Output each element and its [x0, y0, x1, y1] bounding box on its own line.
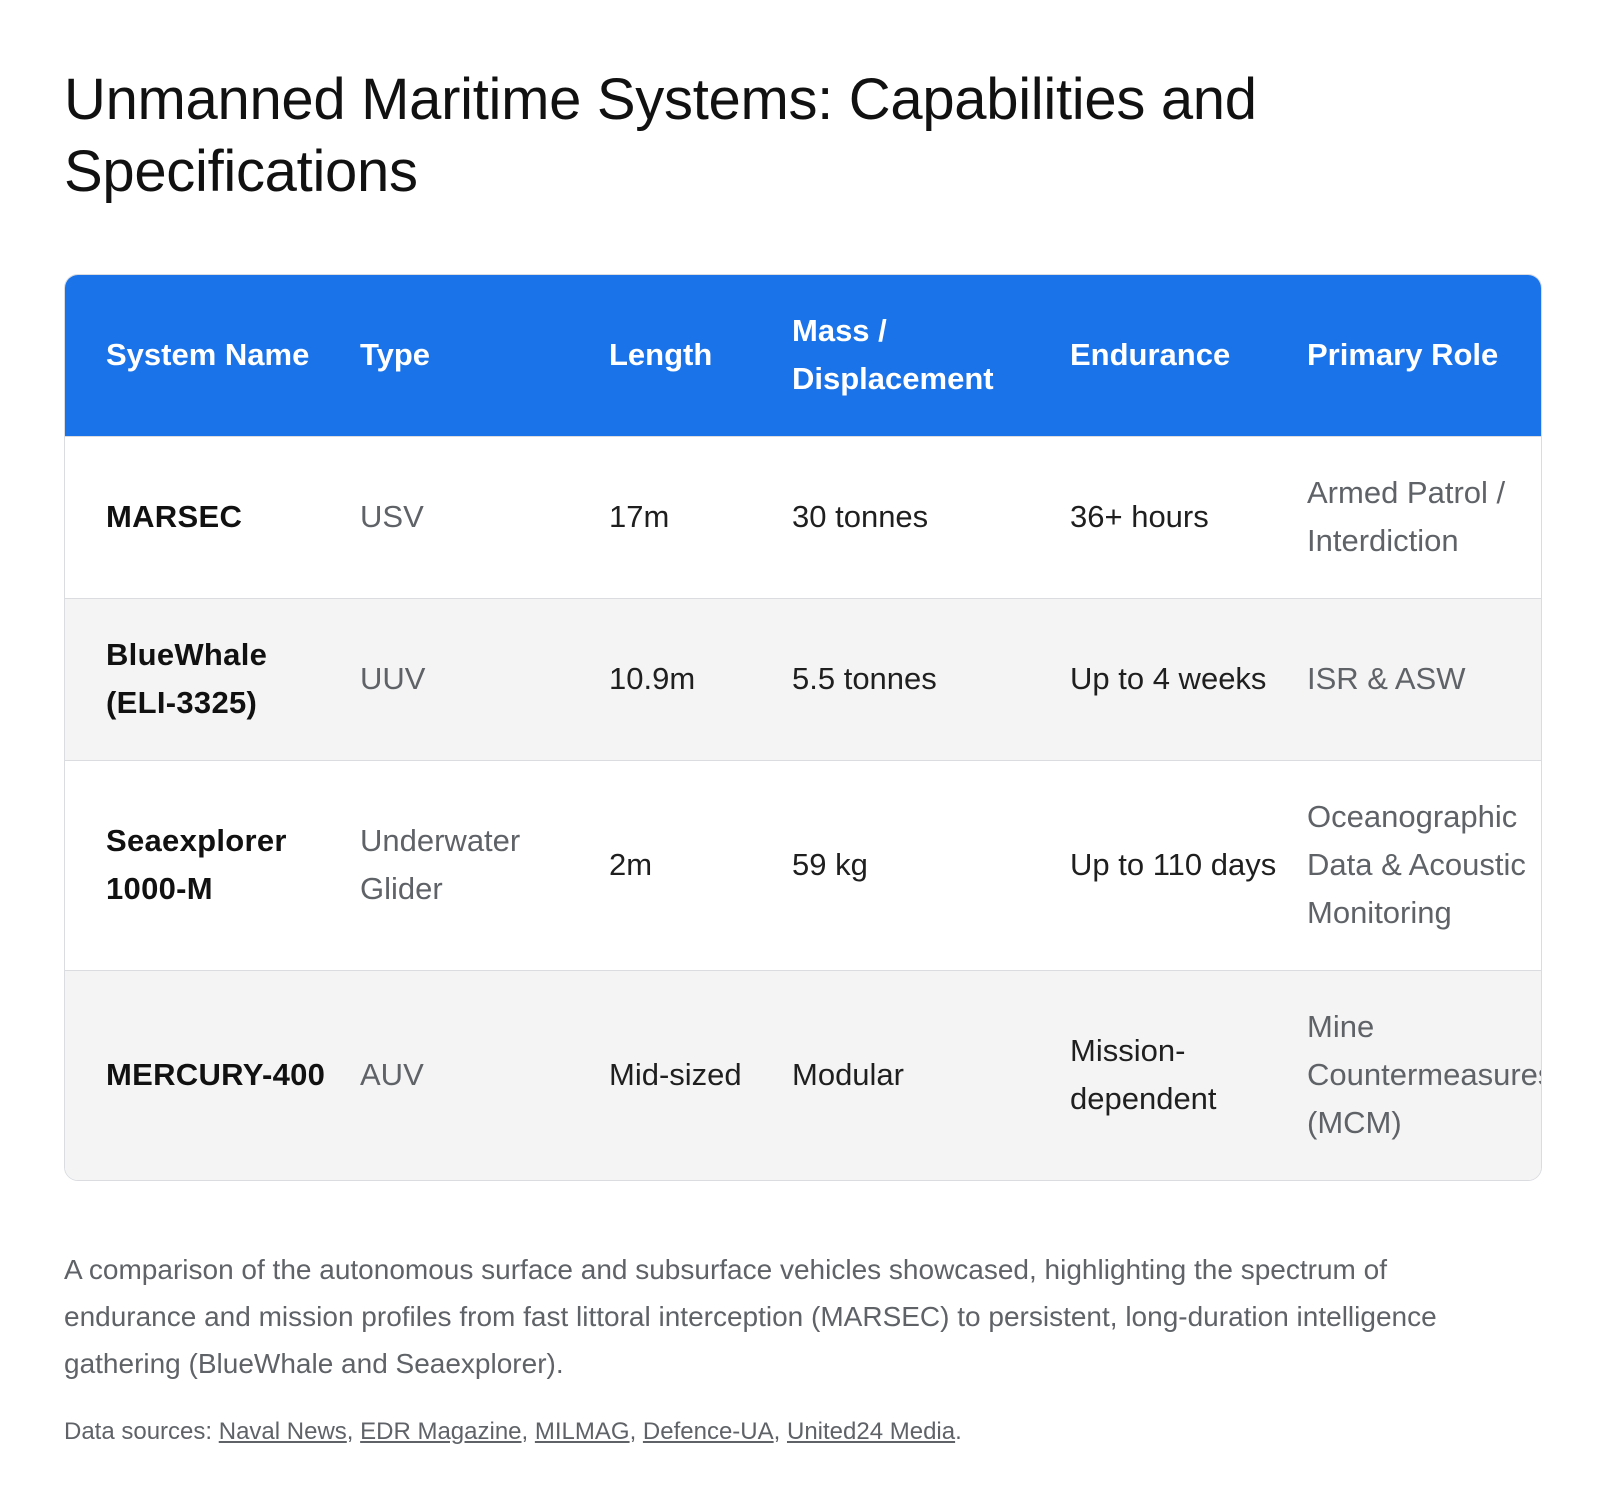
table-row: BlueWhale (ELI-3325) UUV 10.9m 5.5 tonne…	[65, 597, 1541, 760]
specs-table: System Name Type Length Mass / Displacem…	[65, 275, 1541, 1180]
system-name-cell: MARSEC	[65, 435, 360, 598]
mass-cell: 30 tonnes	[792, 435, 1070, 598]
type-cell: Underwater Glider	[360, 759, 609, 970]
type-cell: UUV	[360, 597, 609, 760]
source-link-naval-news[interactable]: Naval News	[218, 1418, 347, 1445]
sources-suffix: .	[955, 1418, 962, 1445]
length-cell: Mid-sized	[609, 969, 792, 1180]
length-cell: 2m	[609, 759, 792, 970]
mass-cell: Modular	[792, 969, 1070, 1180]
role-cell: Oceanographic Data & Acoustic Monitoring	[1307, 759, 1541, 970]
length-cell: 10.9m	[609, 597, 792, 760]
column-header: Type	[360, 337, 431, 373]
role-cell: Mine Countermeasures (MCM)	[1307, 969, 1541, 1180]
column-header: System Name	[106, 337, 310, 373]
length-cell: 17m	[609, 435, 792, 598]
table-header-row: System Name Type Length Mass / Displacem…	[65, 275, 1541, 436]
data-sources: Data sources: Naval News, EDR Magazine, …	[64, 1414, 962, 1450]
column-header: Primary Role	[1307, 337, 1499, 373]
mass-cell: 59 kg	[792, 759, 1070, 970]
system-name-cell: Seaexplorer 1000-M	[65, 759, 360, 970]
endurance-cell: 36+ hours	[1070, 435, 1307, 598]
role-cell: ISR & ASW	[1307, 597, 1541, 760]
source-link-edr-magazine[interactable]: EDR Magazine	[360, 1418, 522, 1445]
separator: ,	[521, 1418, 535, 1445]
table-caption: A comparison of the autonomous surface a…	[64, 1254, 1437, 1379]
sources-prefix: Data sources:	[64, 1418, 219, 1445]
mass-cell: 5.5 tonnes	[792, 597, 1070, 760]
system-name-cell: MERCURY-400	[65, 969, 360, 1180]
table-row: MERCURY-400 AUV Mid-sized Modular Missio…	[65, 969, 1541, 1180]
endurance-cell: Up to 4 weeks	[1070, 597, 1307, 760]
source-link-united24-media[interactable]: United24 Media	[786, 1418, 956, 1445]
system-name-cell: BlueWhale (ELI-3325)	[65, 597, 360, 760]
separator: ,	[773, 1418, 787, 1445]
table-row: MARSEC USV 17m 30 tonnes 36+ hours Armed…	[65, 435, 1541, 598]
separator: ,	[346, 1418, 361, 1445]
table-row: Seaexplorer 1000-M Underwater Glider 2m …	[65, 759, 1541, 970]
page-title: Unmanned Maritime Systems: Capabilities …	[64, 67, 1257, 204]
column-header: Endurance	[1070, 337, 1231, 373]
separator: ,	[629, 1418, 643, 1445]
source-link-milmag[interactable]: MILMAG	[534, 1418, 630, 1445]
endurance-cell: Mission-dependent	[1070, 969, 1307, 1180]
source-link-defence-ua[interactable]: Defence-UA	[642, 1418, 774, 1445]
column-header: Mass / Displacement	[792, 313, 994, 397]
specs-table-card: System Name Type Length Mass / Displacem…	[64, 274, 1542, 1181]
role-cell: Armed Patrol / Interdiction	[1307, 435, 1541, 598]
type-cell: USV	[360, 435, 609, 598]
column-header: Length	[609, 337, 713, 373]
type-cell: AUV	[360, 969, 609, 1180]
endurance-cell: Up to 110 days	[1070, 759, 1307, 970]
